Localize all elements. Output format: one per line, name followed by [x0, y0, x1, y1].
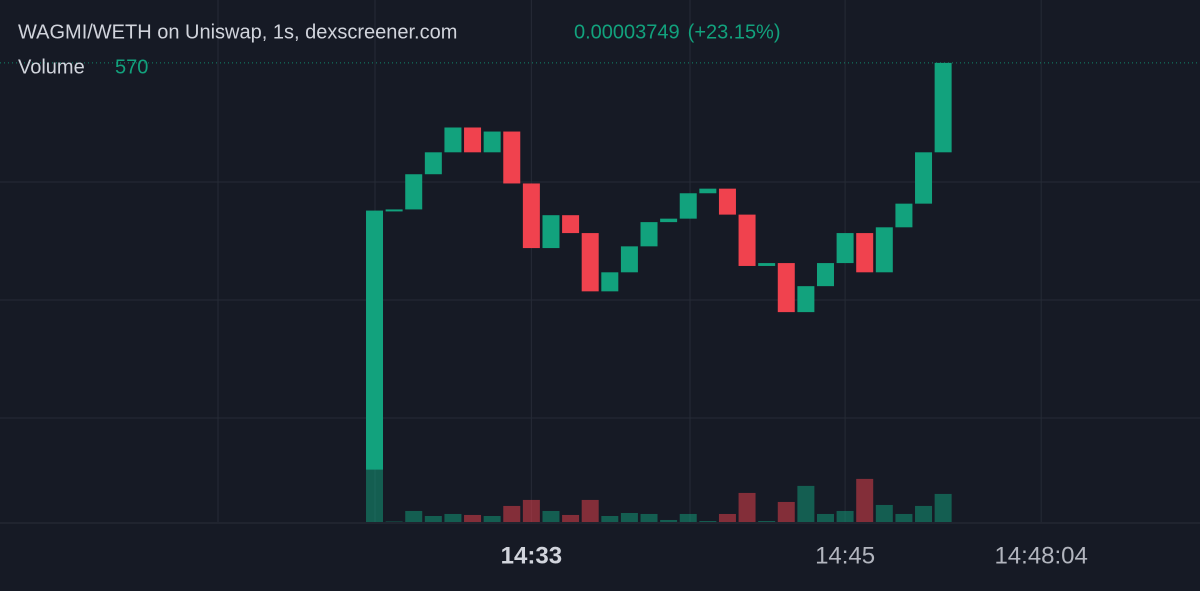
candle-body: [640, 222, 658, 247]
volume-bar: [777, 501, 795, 522]
volume-bar: [542, 510, 560, 522]
candle-body: [718, 188, 736, 215]
candle-body: [542, 215, 560, 249]
candle-body: [620, 246, 638, 273]
volume-bar: [405, 510, 423, 522]
volume-bar: [915, 505, 933, 522]
volume-label: Volume: [18, 56, 85, 78]
candle-body: [679, 193, 697, 219]
volume-bar: [385, 521, 403, 523]
candle-body: [660, 218, 678, 223]
volume-bar: [875, 504, 893, 522]
candle-body: [816, 263, 834, 287]
candle-body: [699, 188, 717, 194]
x-tick-label: 14:45: [815, 542, 875, 569]
candle-body: [562, 215, 580, 234]
candle-body: [738, 214, 756, 266]
candle-body: [758, 263, 776, 266]
price-change: (+23.15%): [688, 21, 781, 43]
volume-bar: [581, 499, 599, 522]
candle-body: [836, 233, 854, 264]
volume-bar: [699, 521, 717, 522]
volume-bar: [483, 515, 501, 522]
volume-value: 570: [115, 56, 148, 78]
volume-bar: [522, 499, 540, 522]
plot: [0, 0, 1200, 523]
candle-body: [895, 203, 913, 228]
chart-title: WAGMI/WETH on Uniswap, 1s, dexscreener.c…: [18, 21, 457, 43]
x-tick-label: 14:48:04: [994, 542, 1087, 569]
volume-bar: [895, 513, 913, 522]
volume-bar: [424, 515, 442, 522]
volume-bar: [660, 519, 678, 522]
candle-body: [366, 210, 384, 470]
volume-bar: [816, 513, 834, 522]
volume-bar: [679, 513, 697, 522]
volume-bar: [640, 513, 658, 522]
volume-bar: [464, 514, 482, 522]
volume-bar: [758, 521, 776, 522]
volume-bar: [797, 485, 815, 522]
candle-body: [405, 174, 423, 210]
candle-body: [797, 286, 815, 313]
candle-body: [483, 131, 501, 153]
volume-bar: [620, 512, 638, 522]
volume-bar: [601, 515, 619, 522]
volume-bar: [718, 513, 736, 522]
volume-bar: [444, 513, 462, 522]
volume-bar: [836, 510, 854, 522]
volume-bar: [738, 492, 756, 522]
volume-bar: [503, 505, 521, 522]
candle-body: [915, 152, 933, 204]
candle-body: [424, 152, 442, 175]
volume-bar: [856, 478, 874, 522]
candle-body: [464, 127, 482, 153]
candle-body: [385, 209, 403, 212]
candle-body: [522, 183, 540, 249]
x-tick-label: 14:33: [501, 542, 562, 569]
candle-body: [856, 233, 874, 273]
candle-body: [444, 127, 462, 153]
volume-bar: [934, 493, 952, 522]
candle-body: [777, 263, 795, 313]
candle-body: [934, 62, 952, 153]
candle-body: [601, 272, 619, 292]
candle-body: [875, 227, 893, 273]
volume-bar: [562, 514, 580, 522]
candle-body: [503, 131, 521, 184]
candle-body: [581, 233, 599, 292]
last-price: 0.00003749: [574, 21, 680, 43]
